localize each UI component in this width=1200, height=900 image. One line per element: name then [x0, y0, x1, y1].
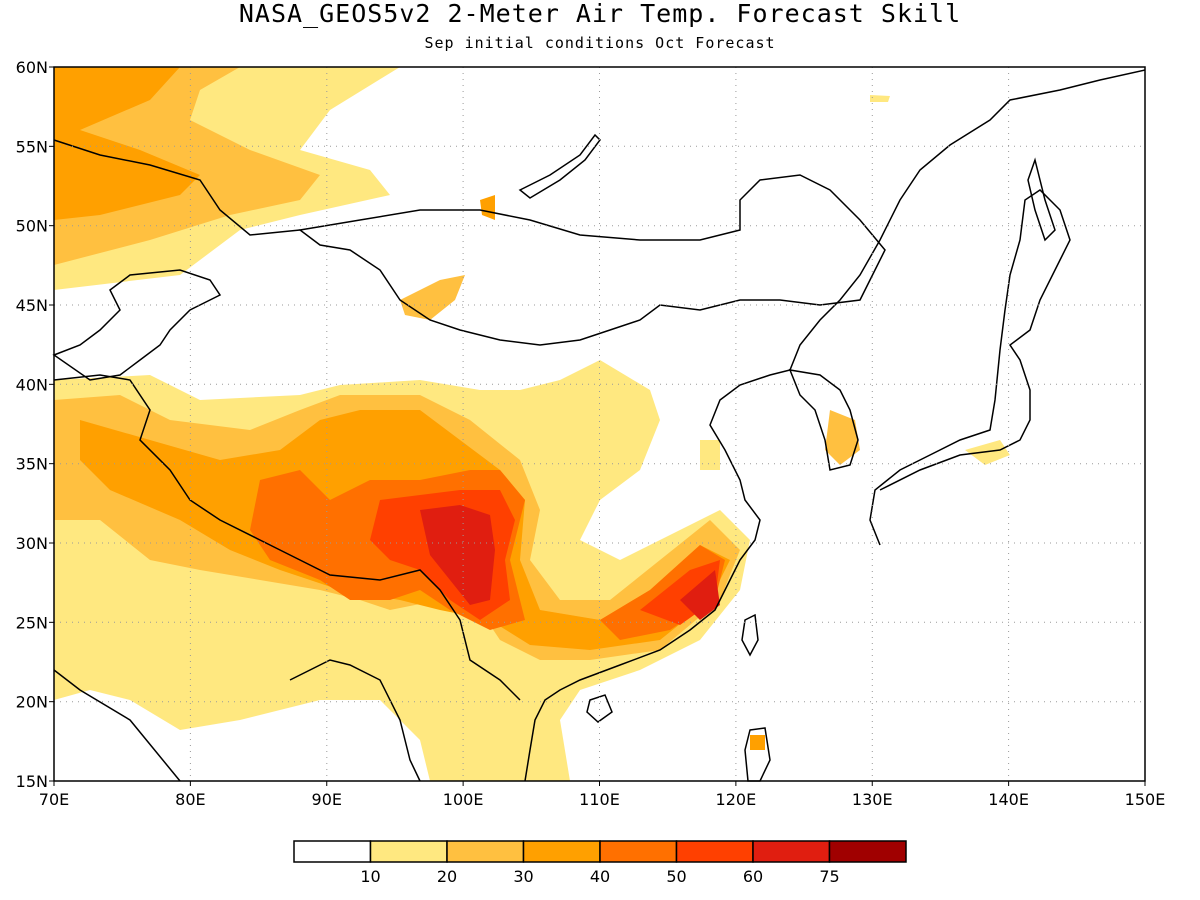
colorbar-swatch	[828, 840, 907, 863]
lat-tick-label: 35N	[16, 455, 48, 474]
lat-tick-label: 45N	[16, 296, 48, 315]
lon-tick-labels: 70E 80E 90E 100E 110E 120E 130E 140E 150E	[39, 781, 1166, 809]
skill-region-60	[420, 505, 720, 620]
colorbar-label: 10	[360, 867, 380, 886]
lon-tick-label: 110E	[579, 790, 620, 809]
lon-tick-label: 80E	[175, 790, 205, 809]
colorbar-label: 20	[437, 867, 457, 886]
lat-tick-label: 50N	[16, 217, 48, 236]
lon-tick-label: 70E	[39, 790, 69, 809]
lat-tick-label: 15N	[16, 772, 48, 791]
skill-region-10	[700, 95, 1010, 470]
colorbar-swatch	[599, 840, 678, 863]
lon-tick-label: 140E	[988, 790, 1029, 809]
gridlines	[54, 67, 1145, 781]
colorbar-swatch	[446, 840, 525, 863]
colorbar-swatch	[752, 840, 831, 863]
colorbar-swatch	[369, 840, 448, 863]
lat-tick-labels: 15N 20N 25N 30N 35N 40N 45N 50N 55N 60N	[16, 58, 54, 791]
lat-tick-label: 30N	[16, 534, 48, 553]
colorbar-label: 60	[743, 867, 763, 886]
lat-tick-label: 25N	[16, 613, 48, 632]
skill-region-20	[400, 275, 465, 320]
lat-tick-label: 55N	[16, 137, 48, 156]
map-subtitle: Sep initial conditions Oct Forecast	[424, 34, 776, 52]
lon-tick-label: 120E	[716, 790, 757, 809]
skill-region-30	[54, 67, 200, 220]
colorbar-swatch	[522, 840, 601, 863]
colorbar-label: 30	[513, 867, 533, 886]
lon-tick-label: 100E	[443, 790, 484, 809]
skill-region-20	[825, 410, 860, 465]
map-title: NASA_GEOS5v2 2-Meter Air Temp. Forecast …	[238, 0, 962, 28]
colorbar: 10 20 30 40 50 60 75	[293, 840, 907, 886]
colorbar-label: 50	[666, 867, 686, 886]
colorbar-swatch	[675, 840, 754, 863]
lat-tick-label: 40N	[16, 375, 48, 394]
lat-tick-label: 60N	[16, 58, 48, 77]
lat-tick-label: 20N	[16, 693, 48, 712]
colorbar-label: 75	[819, 867, 839, 886]
lon-tick-label: 130E	[852, 790, 893, 809]
colorbar-swatch	[293, 840, 372, 863]
lon-tick-label: 150E	[1125, 790, 1166, 809]
lon-tick-label: 90E	[312, 790, 342, 809]
skill-region-20	[54, 67, 320, 265]
coastlines	[52, 69, 1146, 782]
colorbar-label: 40	[590, 867, 610, 886]
skill-shading	[54, 67, 1010, 781]
